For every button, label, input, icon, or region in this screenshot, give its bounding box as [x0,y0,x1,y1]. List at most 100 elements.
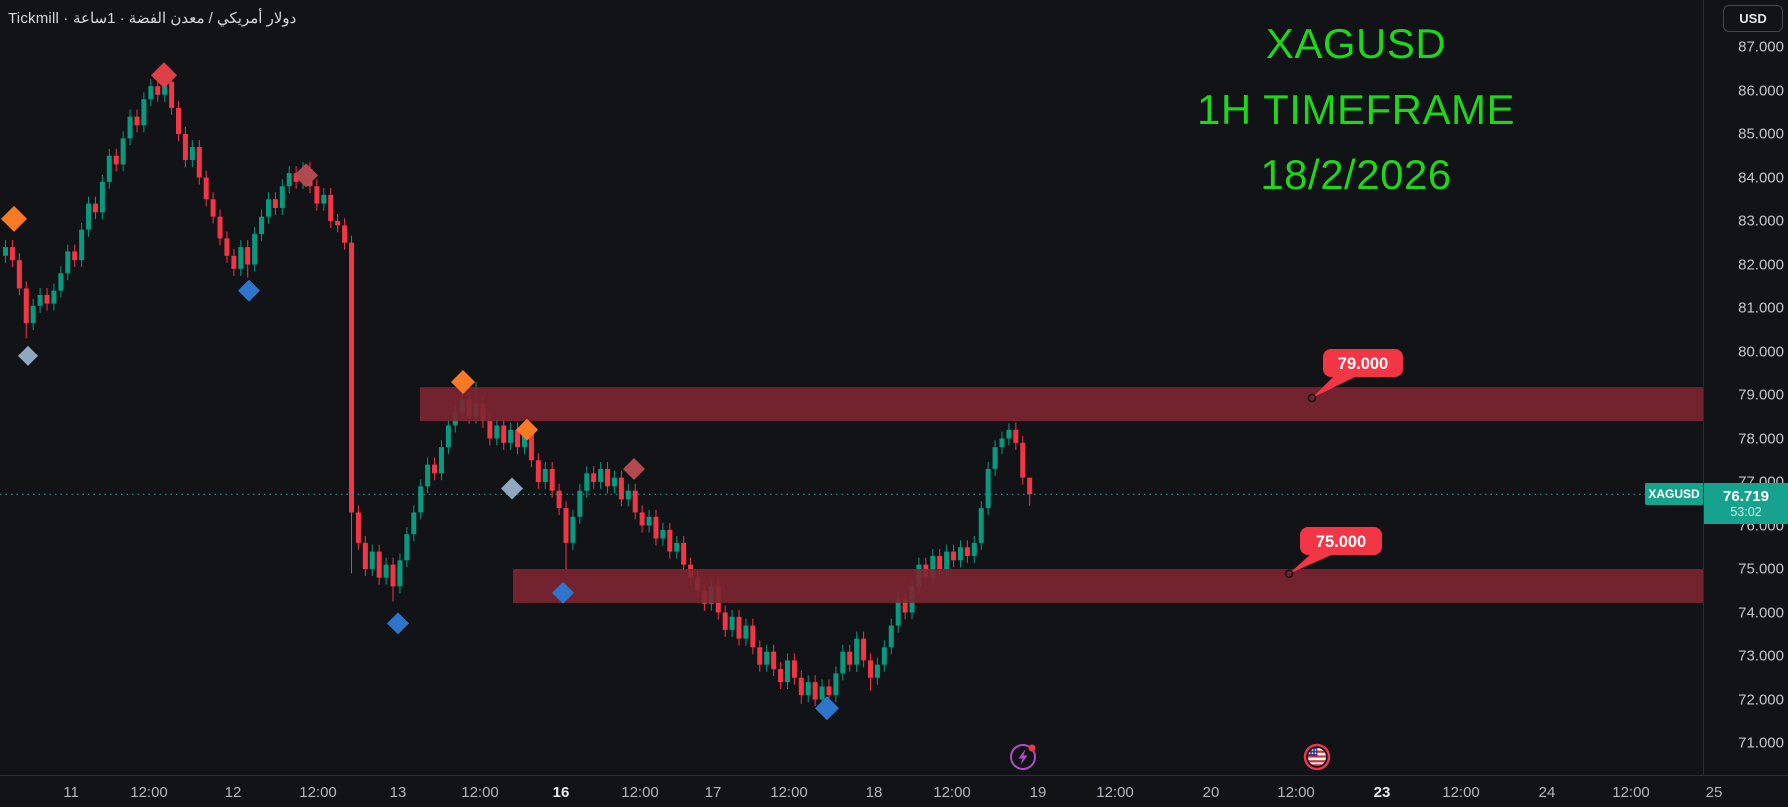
candle-body [563,508,569,543]
candle-body [99,181,105,213]
candle-body [30,305,36,324]
candle-body [556,490,562,509]
price-tick-label: 82.000 [1738,256,1784,273]
time-tick-label: 12:00 [770,784,808,801]
candle-body [189,147,195,161]
candle-body [1027,477,1033,495]
candle-body [881,647,887,665]
candle-body [930,555,936,578]
candle-body [362,542,368,569]
candle-body [210,199,216,217]
candle-body [999,438,1005,448]
candle-body [335,221,341,226]
callout-anchor-dot[interactable] [1284,569,1294,579]
candle-body [425,464,431,487]
annotation-symbol-text[interactable]: XAGUSD [1265,20,1447,67]
zone-price-callout[interactable] [1300,527,1382,555]
demand-zone[interactable] [513,569,1703,603]
signal-diamond-marker[interactable] [552,581,574,604]
signal-diamond-marker[interactable] [516,418,538,441]
signal-diamond-marker[interactable] [1,205,27,232]
candle-body [888,625,894,648]
candle-body [584,473,590,491]
candle-body [819,686,825,700]
candle-body [16,260,22,289]
zone-price-callout-text: 79.000 [1338,355,1388,373]
candle-body [605,468,611,487]
candle-body [868,660,873,678]
candle-body [812,682,818,700]
candle-body [501,425,507,443]
signal-diamond-marker[interactable] [623,457,645,480]
zone-price-callout[interactable] [1323,349,1403,377]
candle-body [494,425,500,439]
candle-body [625,490,631,500]
candle-body [854,638,860,665]
candle-body [79,229,85,261]
candle-body [667,529,673,552]
price-tick-label: 73.000 [1738,647,1784,665]
annotation-timeframe-text[interactable]: 1H TIMEFRAME [1197,86,1515,133]
candle-body [106,155,112,182]
candle-body [3,247,8,256]
candle-body [681,542,687,565]
candle-body [58,273,64,291]
candle-body [764,651,770,665]
candle-body [549,468,555,491]
current-symbol-badge: XAGUSD [1645,483,1703,506]
time-axis[interactable]: 11 12:00 12 12:00 13 12:00 16 12:00 17 12:00 18 12:… [0,775,1788,807]
signal-diamond-marker[interactable] [151,62,177,89]
price-tick-label: 75.000 [1738,560,1784,578]
annotation-date-text[interactable]: 18/2/2026 [1260,151,1452,198]
us-flag-icon [1308,748,1326,766]
candle-body [217,216,223,239]
flash-event-icon[interactable] [1010,744,1036,770]
signal-diamond-marker[interactable] [294,163,318,188]
candle-body [522,434,527,448]
price-axis[interactable]: USD 87.000 86.000 85.000 84.000 83.000 82.000… [1703,0,1788,775]
time-tick-label: 13 [389,784,407,801]
candle-body [985,468,991,509]
price-tick-label: 72.000 [1738,691,1784,708]
time-tick-label: 25 [1705,784,1723,801]
candle-body [874,664,880,678]
currency-toggle-button[interactable]: USD [1723,5,1783,32]
callout-anchor-dot[interactable] [1307,393,1317,403]
price-tick-label: 87.000 [1738,38,1784,56]
price-tick-label: 71.000 [1738,734,1784,752]
candle-body [861,638,867,661]
current-price-label: 76.719 53:02 [1704,483,1788,525]
candle-body [992,447,998,469]
candle-body [902,599,908,613]
candle-body [321,194,327,204]
signal-diamond-marker[interactable] [238,279,260,302]
time-tick-label: 20 [1202,784,1220,801]
signal-diamond-marker[interactable] [501,477,523,500]
signal-diamond-marker[interactable] [18,345,38,366]
candle-body [674,542,680,552]
candle-body [508,429,514,443]
candle-body [1006,429,1012,439]
candle-body [169,81,175,108]
candle-body [259,216,265,235]
candle-body [937,555,943,569]
symbol-info-title[interactable]: Tickmill · دولار أمريكي / معدن الفضة · 1… [8,10,297,27]
candle-body [944,551,950,569]
price-tick-label: 80.000 [1738,343,1784,360]
candle-body [632,490,638,513]
signal-diamond-marker[interactable] [387,612,409,635]
candle-body [120,138,126,165]
lightning-bolt-icon [1018,749,1028,765]
candle-body [72,251,78,261]
supply-zone[interactable] [420,387,1703,422]
candle-body [272,199,278,208]
signal-diamond-marker[interactable] [815,696,839,721]
time-tick-label: 12:00 [1096,784,1134,801]
candle-body [833,673,839,696]
candle-body [86,203,92,230]
time-tick-label: 12 [224,784,242,801]
time-tick-label: 12:00 [1442,784,1480,801]
signal-diamond-marker[interactable] [451,369,475,394]
